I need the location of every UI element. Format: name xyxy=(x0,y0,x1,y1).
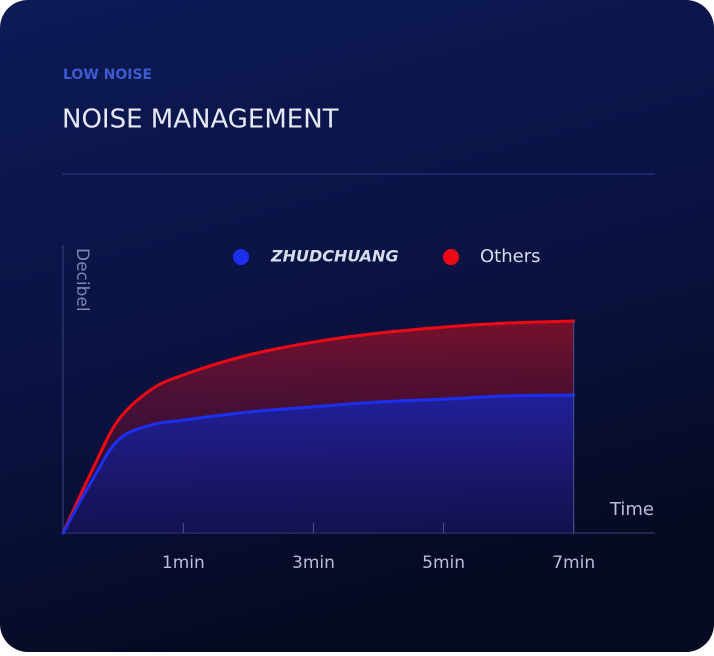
area xyxy=(63,395,574,533)
x-tick-label: 3min xyxy=(292,553,335,573)
y-axis-label: Decibel xyxy=(72,248,92,312)
legend-marker xyxy=(233,249,249,265)
x-tick-label: 1min xyxy=(162,553,205,573)
line xyxy=(61,393,576,535)
legend-marker xyxy=(443,249,459,265)
plot: 1min 3min 5min 7min ZHUDCHUANG Others xyxy=(61,245,655,573)
x-tick-label: 7min xyxy=(552,553,595,573)
x-tick-label: 5min xyxy=(422,553,465,573)
legend-label: ZHUDCHUANG xyxy=(270,247,399,266)
eyebrow: LOW NOISE xyxy=(63,67,152,83)
legend-label: Others xyxy=(480,246,541,267)
line xyxy=(61,319,576,535)
chart-title: NOISE MANAGEMENT xyxy=(62,105,339,135)
x-axis-label: Time xyxy=(609,499,654,520)
